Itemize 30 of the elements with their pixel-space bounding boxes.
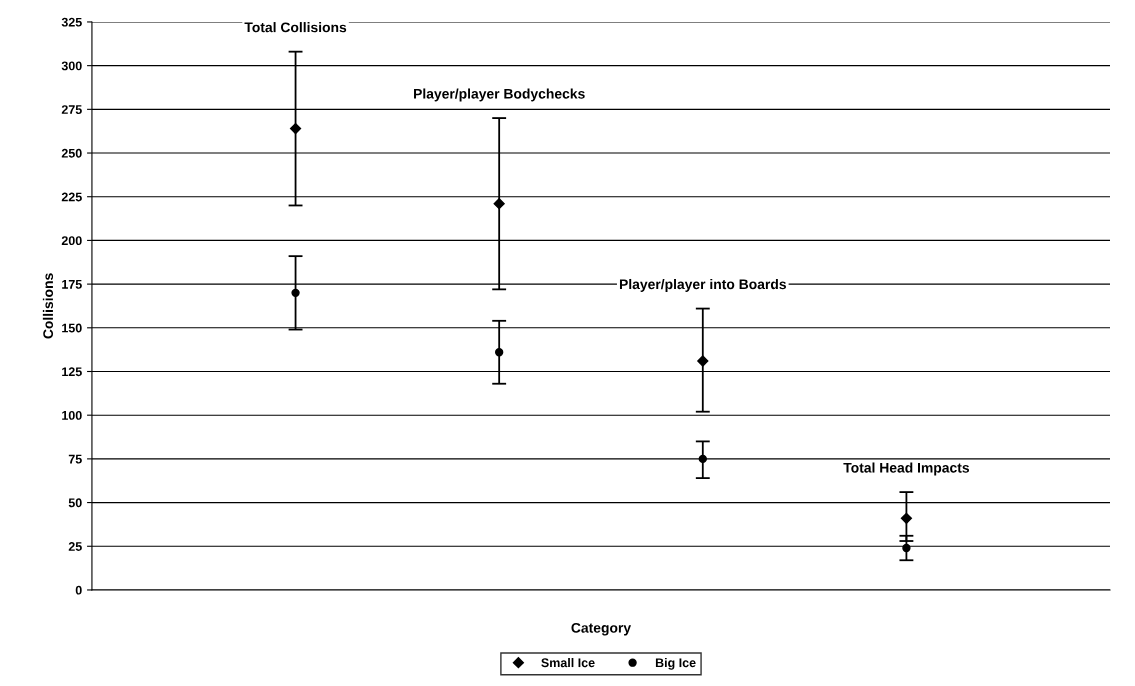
point [289, 122, 302, 135]
y-tick-label: 175 [62, 280, 82, 289]
y-tick-label: 275 [61, 105, 82, 114]
y-tick-label: 325 [61, 17, 82, 27]
annotation: Player/player into Boards [619, 278, 786, 292]
y-tick-label: 0 [75, 585, 82, 595]
point [493, 198, 505, 210]
annotation: Player/player Bodychecks [414, 88, 585, 102]
point [697, 355, 709, 367]
annotation: Total Head Impacts [843, 462, 970, 476]
point [902, 543, 911, 553]
y-tick-label: 75 [68, 454, 82, 464]
point [900, 512, 913, 524]
y-tick-label: 300 [61, 61, 82, 71]
annotation: Total Collisions [244, 22, 347, 33]
y-tick-label: 100 [62, 410, 82, 420]
y-tick-label: 250 [61, 148, 82, 158]
y-tick-label: 225 [61, 192, 82, 202]
y-tick-label: 125 [62, 367, 82, 377]
y-tick-label: 25 [68, 542, 82, 551]
point [291, 288, 300, 298]
y-tick-label: 150 [62, 323, 82, 333]
y-tick-label: 200 [61, 236, 82, 246]
x-axis-title: Category [571, 622, 632, 636]
y-tick-label: 50 [68, 498, 82, 508]
legend-label: Big Ice [655, 658, 696, 670]
legend-label: Small Ice [541, 658, 595, 668]
point [495, 348, 504, 357]
point [698, 454, 707, 464]
y-axis-title: Collisions [42, 273, 54, 339]
